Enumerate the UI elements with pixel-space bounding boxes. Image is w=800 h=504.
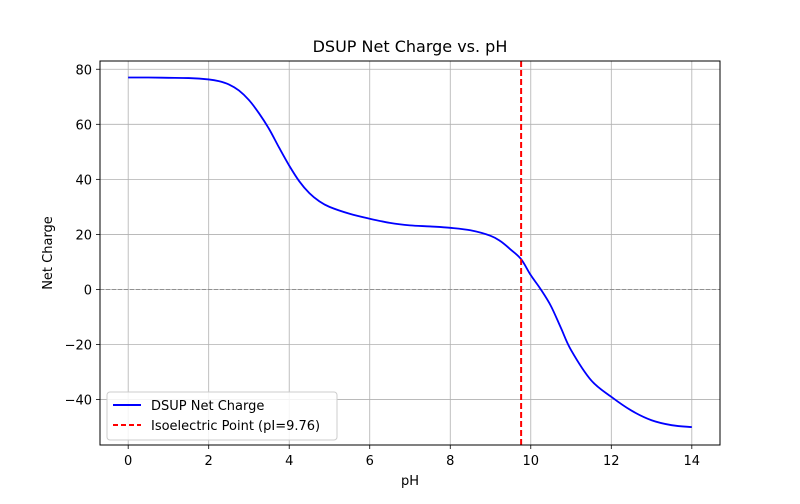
legend-label: Isoelectric Point (pI=9.76) [151, 419, 320, 434]
y-tick-label: 60 [75, 118, 92, 133]
y-tick-label: 40 [75, 173, 92, 188]
x-tick-label: 4 [285, 454, 293, 469]
legend-box [106, 391, 338, 441]
x-axis-label: pH [401, 474, 419, 489]
y-axis-label: Net Charge [41, 216, 56, 290]
y-tick-label: 0 [84, 283, 92, 298]
y-tick-label: −40 [65, 394, 92, 409]
series-layer [128, 61, 692, 445]
net-charge-series-line [128, 76, 692, 429]
y-tick-label: 20 [75, 228, 92, 243]
tick-layer: 0 2 4 6 8 10 12 14 −40 −20 0 20 40 60 80 [65, 63, 701, 469]
x-tick-label: 0 [124, 454, 132, 469]
x-tick-label: 8 [446, 454, 454, 469]
y-tick-label: −20 [65, 339, 92, 354]
legend-label: DSUP Net Charge [151, 399, 264, 414]
chart-title: DSUP Net Charge vs. pH [313, 37, 508, 56]
plot-frame [99, 60, 721, 446]
x-tick-label: 2 [205, 454, 213, 469]
x-tick-label: 10 [523, 454, 540, 469]
x-tick-label: 6 [366, 454, 374, 469]
legend: DSUP Net Charge Isoelectric Point (pI=9.7… [106, 391, 338, 441]
x-tick-label: 14 [684, 454, 701, 469]
x-tick-label: 12 [603, 454, 620, 469]
y-tick-label: 80 [75, 63, 92, 78]
